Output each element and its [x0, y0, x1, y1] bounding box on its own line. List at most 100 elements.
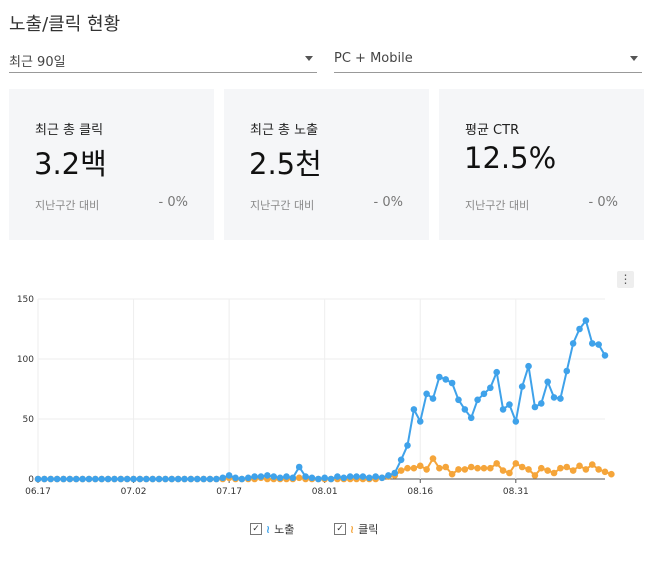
legend-clicks[interactable]: ✓ ≀ 클릭 — [334, 521, 378, 537]
data-point — [85, 475, 93, 483]
total-clicks-card: 최근 총 클릭 3.2백 지난구간 대비 - 0% — [9, 89, 214, 240]
card-change: - 0% — [588, 195, 618, 210]
data-point — [397, 456, 405, 464]
data-point — [601, 352, 609, 359]
data-point — [66, 475, 74, 483]
data-point — [200, 475, 207, 483]
data-point — [525, 466, 532, 473]
data-point — [270, 473, 278, 480]
data-point — [378, 474, 386, 482]
legend-label: 노출 — [274, 523, 295, 536]
data-point — [544, 378, 551, 386]
data-point — [512, 418, 520, 425]
chart-menu-button[interactable]: ⋮ — [617, 271, 634, 288]
data-point — [41, 475, 48, 483]
data-point — [455, 466, 462, 473]
legend-label: 클릭 — [358, 523, 379, 536]
data-point — [302, 473, 309, 480]
data-point — [429, 455, 437, 462]
data-point — [295, 463, 303, 471]
y-tick-label: 150 — [17, 295, 34, 305]
data-point — [193, 475, 201, 483]
data-point — [518, 383, 526, 390]
data-point — [608, 470, 615, 478]
data-point — [155, 475, 163, 483]
data-point — [576, 462, 583, 470]
legend-impressions[interactable]: ✓ ≀ 노출 — [250, 521, 294, 537]
data-point — [404, 442, 411, 449]
data-point — [162, 475, 169, 483]
data-point — [276, 474, 284, 482]
data-point — [467, 414, 475, 422]
data-point — [257, 473, 265, 480]
data-point — [576, 325, 583, 333]
checkbox-checked-icon[interactable]: ✓ — [250, 523, 262, 535]
data-point — [531, 472, 539, 479]
data-point — [588, 340, 596, 347]
data-point — [537, 464, 545, 472]
data-point — [168, 475, 176, 483]
data-point — [442, 376, 450, 383]
data-point — [340, 474, 348, 482]
data-point — [391, 469, 399, 477]
data-point — [308, 474, 316, 482]
data-point — [123, 475, 131, 483]
y-tick-label: 100 — [17, 355, 34, 365]
data-point — [480, 390, 488, 398]
data-point — [525, 362, 532, 370]
data-point — [601, 468, 609, 476]
data-point — [372, 473, 379, 480]
data-point — [474, 464, 481, 472]
data-point — [385, 472, 392, 479]
data-point — [187, 475, 195, 483]
data-point — [582, 317, 590, 324]
data-point — [283, 473, 290, 480]
data-point — [595, 466, 602, 473]
data-point — [213, 475, 220, 483]
data-point — [423, 466, 430, 473]
card-compare: 지난구간 대비 — [250, 199, 315, 212]
data-point — [181, 475, 188, 483]
data-point — [518, 463, 526, 471]
card-value: 12.5% — [464, 141, 557, 175]
data-point — [563, 367, 571, 375]
data-point — [47, 475, 55, 483]
checkbox-checked-icon[interactable]: ✓ — [334, 523, 346, 535]
data-point — [499, 467, 507, 474]
data-point — [436, 464, 443, 472]
data-point — [448, 379, 456, 387]
x-tick-label: 07.17 — [216, 487, 242, 497]
data-point — [264, 472, 271, 479]
data-point — [410, 406, 418, 413]
avg-ctr-card: 평균 CTR 12.5% 지난구간 대비 - 0% — [439, 89, 644, 240]
card-label: 최근 총 노출 — [250, 123, 319, 138]
period-select[interactable]: 최근 90일 — [9, 48, 317, 73]
data-point — [365, 474, 373, 482]
x-tick-label: 08.16 — [407, 487, 433, 497]
data-point — [582, 466, 590, 473]
y-tick-label: 0 — [28, 475, 34, 485]
card-label: 평균 CTR — [465, 123, 520, 138]
line-series-icon: ≀ — [350, 522, 355, 536]
data-point — [219, 474, 227, 482]
card-change: - 0% — [373, 195, 403, 210]
device-select[interactable]: PC + Mobile — [334, 48, 642, 73]
x-tick-label: 08.31 — [503, 487, 529, 497]
data-point — [512, 460, 520, 467]
data-point — [436, 373, 443, 381]
data-point — [569, 340, 577, 347]
data-point — [493, 460, 500, 467]
data-point — [136, 475, 144, 483]
data-point — [104, 475, 112, 483]
data-point — [499, 406, 507, 413]
data-point — [92, 475, 99, 483]
data-point — [588, 461, 596, 468]
card-value: 3.2백 — [34, 147, 107, 181]
total-impressions-card: 최근 총 노출 2.5천 지난구간 대비 - 0% — [224, 89, 429, 240]
data-point — [143, 475, 150, 483]
data-point — [423, 390, 430, 398]
data-point — [416, 418, 424, 425]
data-point — [461, 466, 469, 473]
data-point — [544, 467, 551, 474]
data-point — [53, 475, 61, 483]
